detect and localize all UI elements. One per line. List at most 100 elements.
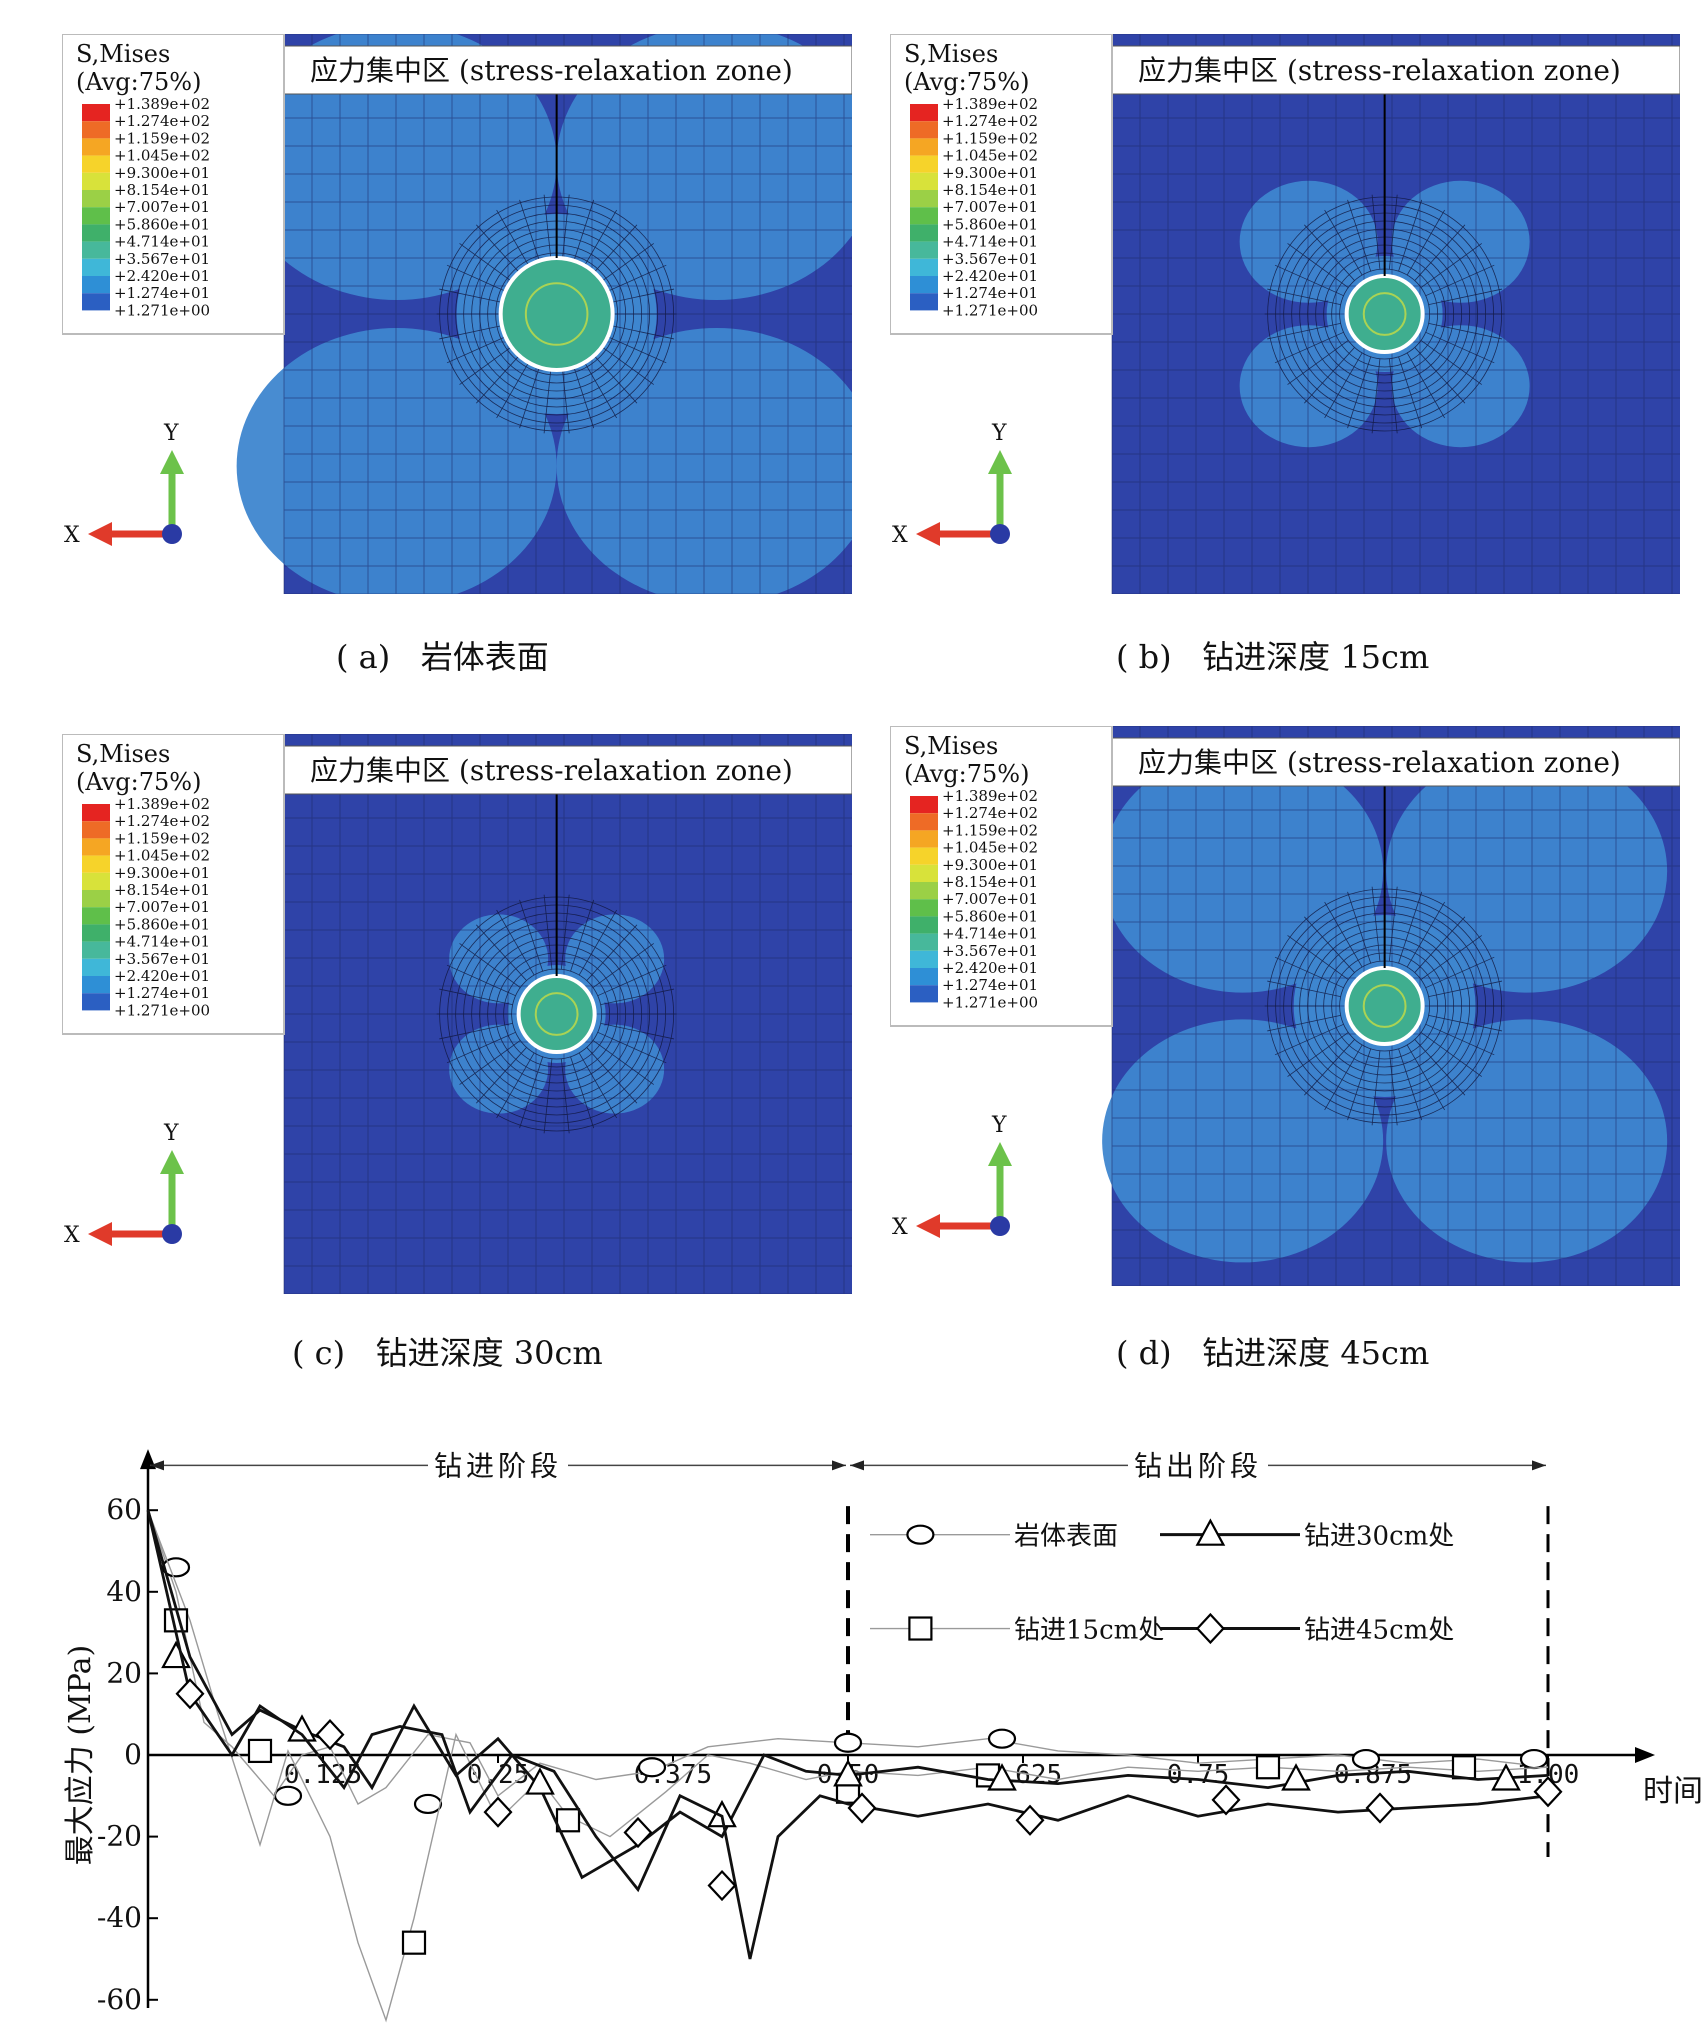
legend-label: 钻进30cm处	[1304, 1522, 1454, 1552]
data-point-3	[1533, 1776, 1563, 1808]
y-tick-label: 0	[124, 1738, 142, 1771]
borehole	[1344, 274, 1425, 354]
legend-value: +1.274e+02	[942, 804, 1038, 822]
legend-value: +1.045e+02	[114, 147, 210, 165]
legend-value: +9.300e+01	[114, 864, 210, 882]
legend-value: +7.007e+01	[942, 890, 1038, 908]
legend-value: +1.271e+00	[114, 1001, 210, 1019]
legend-value: +2.420e+01	[942, 959, 1038, 977]
legend-value: +2.420e+01	[942, 267, 1038, 285]
legend-value: +4.714e+01	[942, 925, 1038, 943]
zone-banner	[283, 745, 852, 795]
legend-value: +1.274e+01	[942, 976, 1038, 994]
legend-value: +1.389e+02	[114, 795, 210, 813]
data-point-0	[1519, 1748, 1549, 1770]
data-point-3	[1211, 1784, 1241, 1816]
legend-marker	[1195, 1612, 1225, 1645]
y-tick-label: 60	[106, 1493, 142, 1526]
legend-value: +5.860e+01	[942, 215, 1038, 233]
phase-label-drilling: 钻进阶段	[434, 1449, 562, 1482]
legend-value: +9.300e+01	[114, 164, 210, 182]
legend-value: +5.860e+01	[114, 915, 210, 933]
data-point-2	[1491, 1763, 1521, 1791]
mesh-lines	[1111, 726, 1680, 1286]
fem-panel-b: 应力集中区 (stress-relaxation zone) S,Mises (Av…	[890, 34, 1680, 594]
legend-value: +8.154e+01	[942, 873, 1038, 891]
borehole	[1344, 966, 1425, 1046]
legend-value: +1.389e+02	[942, 95, 1038, 113]
data-point-3	[1015, 1804, 1045, 1836]
legend-value: +1.274e+02	[114, 112, 210, 130]
y-tick-label: -20	[97, 1820, 142, 1853]
legend-value: +1.274e+01	[942, 284, 1038, 302]
x-axis-label: 时间(s)	[1643, 1774, 1702, 1809]
borehole	[498, 256, 615, 372]
data-point-0	[413, 1793, 443, 1815]
caption-d: ( d) 钻进深度 45cm	[1116, 1334, 1430, 1372]
legend-title: S,Mises	[76, 40, 170, 68]
legend-value: +8.154e+01	[942, 181, 1038, 199]
data-point-3	[1365, 1792, 1395, 1824]
legend-value: +5.860e+01	[942, 907, 1038, 925]
data-point-2	[1281, 1763, 1311, 1791]
legend-value: +1.389e+02	[114, 95, 210, 113]
legend-title: S,Mises	[904, 40, 998, 68]
fem-plot-b: 应力集中区 (stress-relaxation zone) S,Mises(Av…	[890, 34, 1680, 594]
y-tick-label: 20	[106, 1656, 142, 1689]
legend-value: +4.714e+01	[114, 233, 210, 251]
zone-banner-text: 应力集中区 (stress-relaxation zone)	[1138, 746, 1621, 779]
legend-value: +1.045e+02	[114, 847, 210, 865]
zone-banner	[1111, 737, 1680, 787]
data-point-1	[401, 1930, 427, 1955]
legend-value: +1.159e+02	[114, 829, 210, 847]
phase-label-withdrawal: 钻出阶段	[1134, 1449, 1262, 1482]
axis-label-x: X	[64, 1223, 80, 1248]
legend-value: +1.274e+02	[942, 112, 1038, 130]
data-point-0	[833, 1732, 863, 1753]
legend-value: +8.154e+01	[114, 881, 210, 899]
legend-value: +9.300e+01	[942, 164, 1038, 182]
zone-banner-text: 应力集中区 (stress-relaxation zone)	[310, 754, 793, 787]
fem-plot-a: 应力集中区 (stress-relaxation zone) S,Mises(Av…	[62, 34, 852, 594]
series-line-0	[147, 1509, 1549, 1805]
legend-value: +1.274e+02	[114, 812, 210, 830]
legend-value: +1.271e+00	[942, 301, 1038, 319]
legend-value: +1.389e+02	[942, 787, 1038, 805]
legend-value: +7.007e+01	[114, 198, 210, 216]
axis-label-y: Y	[991, 1113, 1007, 1138]
legend-label: 钻进45cm处	[1304, 1616, 1454, 1646]
legend-value: +4.714e+01	[942, 233, 1038, 251]
fem-plot-d: 应力集中区 (stress-relaxation zone) S,Mises(Av…	[890, 726, 1680, 1286]
y-tick-label: -40	[97, 1901, 142, 1934]
legend-value: +1.045e+02	[942, 147, 1038, 165]
legend-marker	[1195, 1518, 1226, 1546]
legend-value: +1.271e+00	[114, 301, 210, 319]
axis-label-x: X	[892, 523, 908, 548]
legend-marker	[908, 1616, 933, 1641]
data-point-2	[833, 1759, 863, 1787]
legend-title: S,Mises	[904, 732, 998, 760]
series-3	[146, 1509, 1563, 1960]
legend-title: (Avg:75%)	[76, 68, 201, 96]
legend-value: +8.154e+01	[114, 181, 210, 199]
fem-panel-c: 应力集中区 (stress-relaxation zone) S,Mises (Av…	[62, 734, 852, 1294]
data-point-2	[987, 1763, 1017, 1791]
legend-value: +2.420e+01	[114, 967, 210, 985]
caption-a: ( a) 岩体表面	[336, 638, 549, 676]
axis-label-y: Y	[991, 421, 1007, 446]
caption-c: ( c) 钻进深度 30cm	[292, 1334, 603, 1372]
x-tick-label: 0.75	[1167, 1760, 1230, 1790]
legend-value: +1.045e+02	[942, 839, 1038, 857]
data-point-0	[273, 1785, 303, 1806]
fem-panel-d: 应力集中区 (stress-relaxation zone) S,Mises (Av…	[890, 726, 1680, 1286]
legend-value: +5.860e+01	[114, 215, 210, 233]
axis-label-x: X	[64, 523, 80, 548]
legend-title: S,Mises	[76, 740, 170, 768]
legend-value: +4.714e+01	[114, 933, 210, 951]
legend-value: +1.159e+02	[942, 129, 1038, 147]
data-point-1	[555, 1808, 581, 1833]
fem-panel-a: 应力集中区 (stress-relaxation zone) S,Mises (Av…	[62, 34, 852, 594]
legend-value: +1.274e+01	[114, 984, 210, 1002]
legend-value: +3.567e+01	[114, 950, 210, 968]
